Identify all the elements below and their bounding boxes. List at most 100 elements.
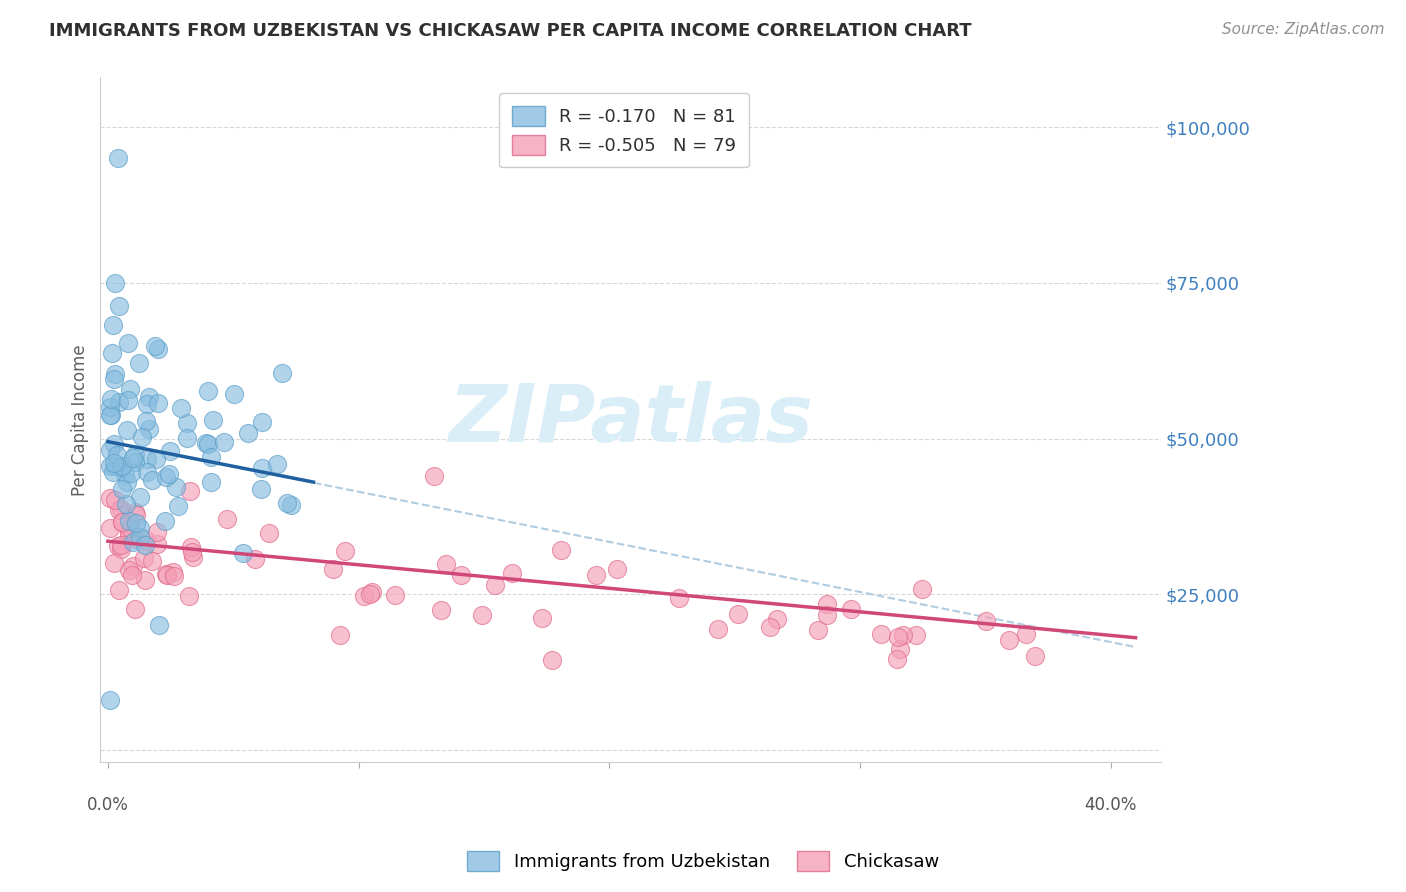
Point xyxy=(181,550,204,565)
Point xyxy=(103,456,125,470)
Point xyxy=(155,567,177,582)
Point xyxy=(122,534,145,549)
Point xyxy=(120,382,142,396)
Point xyxy=(110,538,132,552)
Point xyxy=(266,457,288,471)
Point xyxy=(125,508,148,522)
Point xyxy=(215,512,238,526)
Point xyxy=(145,452,167,467)
Text: 0.0%: 0.0% xyxy=(87,797,129,814)
Point xyxy=(115,423,138,437)
Point xyxy=(322,562,344,576)
Point xyxy=(121,567,143,582)
Point xyxy=(766,611,789,625)
Point xyxy=(212,434,235,449)
Point xyxy=(134,574,156,588)
Point xyxy=(153,514,176,528)
Point xyxy=(110,515,132,529)
Point xyxy=(118,527,141,541)
Point xyxy=(103,372,125,386)
Point xyxy=(118,521,141,535)
Point xyxy=(280,499,302,513)
Point xyxy=(430,603,453,617)
Point xyxy=(889,642,911,657)
Point xyxy=(270,366,292,380)
Point xyxy=(134,551,156,566)
Point xyxy=(146,524,169,539)
Y-axis label: Per Capita Income: Per Capita Income xyxy=(72,344,89,496)
Point xyxy=(250,482,273,496)
Point xyxy=(118,563,141,577)
Point xyxy=(122,450,145,465)
Point xyxy=(359,587,381,601)
Point xyxy=(100,491,122,505)
Point xyxy=(706,622,728,636)
Point xyxy=(111,482,134,496)
Point xyxy=(384,588,406,602)
Point xyxy=(200,475,222,489)
Point xyxy=(156,568,179,582)
Point xyxy=(103,436,125,450)
Text: Source: ZipAtlas.com: Source: ZipAtlas.com xyxy=(1222,22,1385,37)
Point xyxy=(103,556,125,570)
Point xyxy=(143,339,166,353)
Point xyxy=(329,628,352,642)
Point xyxy=(138,422,160,436)
Point xyxy=(501,566,523,580)
Point xyxy=(125,516,148,531)
Point xyxy=(815,597,838,611)
Point xyxy=(101,345,124,359)
Point xyxy=(107,395,129,409)
Point xyxy=(131,430,153,444)
Point xyxy=(110,541,132,556)
Point xyxy=(905,628,928,642)
Point xyxy=(111,458,134,473)
Point xyxy=(124,602,146,616)
Point xyxy=(128,521,150,535)
Point xyxy=(103,465,125,479)
Point xyxy=(107,539,129,553)
Point xyxy=(134,538,156,552)
Point xyxy=(104,276,127,290)
Point xyxy=(550,542,572,557)
Point xyxy=(727,607,749,622)
Point xyxy=(141,473,163,487)
Point xyxy=(232,546,254,560)
Point xyxy=(100,400,122,414)
Point xyxy=(100,442,122,457)
Point xyxy=(118,514,141,528)
Point xyxy=(165,479,187,493)
Point xyxy=(110,501,132,516)
Point xyxy=(104,492,127,507)
Point xyxy=(114,467,136,482)
Point xyxy=(530,611,553,625)
Point xyxy=(107,152,129,166)
Point xyxy=(141,554,163,568)
Point xyxy=(224,386,246,401)
Point xyxy=(108,503,131,517)
Point xyxy=(108,583,131,598)
Point xyxy=(759,620,782,634)
Point xyxy=(176,416,198,430)
Point xyxy=(117,393,139,408)
Point xyxy=(181,545,204,559)
Point xyxy=(259,526,281,541)
Point xyxy=(200,450,222,465)
Point xyxy=(815,607,838,622)
Point xyxy=(422,468,444,483)
Point xyxy=(998,632,1021,647)
Point xyxy=(100,408,122,422)
Point xyxy=(839,601,862,615)
Point xyxy=(104,458,127,473)
Legend: Immigrants from Uzbekistan, Chickasaw: Immigrants from Uzbekistan, Chickasaw xyxy=(460,844,946,879)
Point xyxy=(870,627,893,641)
Point xyxy=(250,460,273,475)
Point xyxy=(100,392,122,407)
Point xyxy=(128,355,150,369)
Point xyxy=(434,557,457,571)
Point xyxy=(128,491,150,505)
Point xyxy=(100,521,122,535)
Point xyxy=(169,401,191,415)
Legend: R = -0.170   N = 81, R = -0.505   N = 79: R = -0.170 N = 81, R = -0.505 N = 79 xyxy=(499,94,749,168)
Point xyxy=(120,466,142,480)
